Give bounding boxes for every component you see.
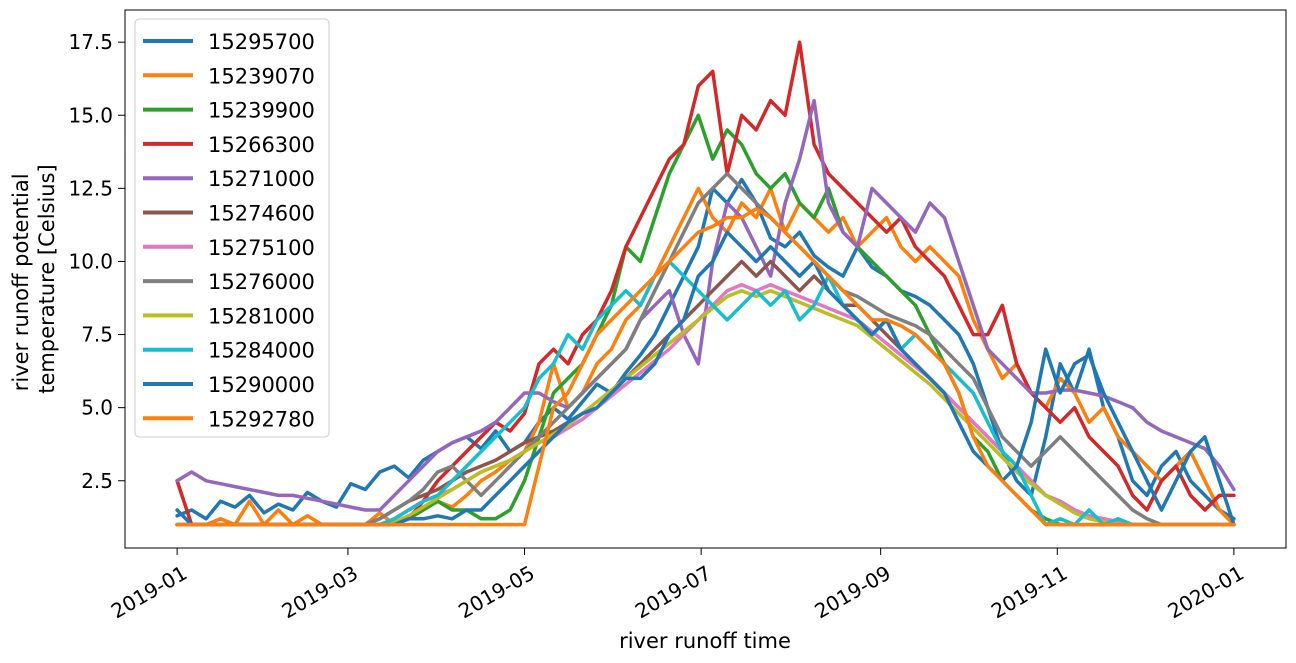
legend-label: 15239900 xyxy=(208,99,315,123)
y-axis: 2.5 5.0 7.5 10.0 12.5 15.0 17.5 xyxy=(68,30,125,493)
legend: 15295700 15239070 15239900 15266300 15271000… xyxy=(134,18,330,438)
legend-label: 15295700 xyxy=(208,30,315,54)
x-axis: 2019-01 2019-03 2019-05 2019-07 2019-09 2019-… xyxy=(107,548,1248,623)
legend-label: 15239070 xyxy=(208,64,315,88)
series-line-15292780 xyxy=(175,207,1236,527)
y-tick-label: 5.0 xyxy=(81,396,113,420)
legend-label: 15274600 xyxy=(208,202,315,226)
legend-label: 15271000 xyxy=(208,167,315,191)
y-axis-title-line-2: temperature [Celsius] xyxy=(35,164,59,394)
x-tick-label: 2020-01 xyxy=(1164,561,1248,624)
y-tick-label: 7.5 xyxy=(81,323,113,347)
legend-label: 15275100 xyxy=(208,236,315,260)
y-tick-label: 12.5 xyxy=(68,176,113,200)
legend-label: 15266300 xyxy=(208,133,315,157)
x-tick-label: 2019-03 xyxy=(278,561,362,624)
x-tick-label: 2019-11 xyxy=(987,561,1071,624)
x-tick-label: 2019-05 xyxy=(454,561,538,624)
y-tick-label: 15.0 xyxy=(68,103,113,127)
plot-frame xyxy=(124,9,1287,549)
legend-label: 15281000 xyxy=(208,304,315,328)
legend-label: 15290000 xyxy=(208,373,315,397)
x-tick-label: 2019-07 xyxy=(631,561,715,624)
y-axis-title-line-1: river runoff potential xyxy=(9,173,33,391)
series-layer xyxy=(175,40,1236,527)
legend-box xyxy=(134,18,330,438)
legend-label: 15284000 xyxy=(208,339,315,363)
x-axis-title: river runoff time xyxy=(619,629,791,653)
x-tick-label: 2019-09 xyxy=(810,561,894,624)
y-tick-label: 2.5 xyxy=(81,469,113,493)
y-tick-label: 10.0 xyxy=(68,249,113,273)
y-tick-label: 17.5 xyxy=(68,30,113,54)
legend-label: 15292780 xyxy=(208,407,315,431)
legend-label: 15276000 xyxy=(208,270,315,294)
series-line-15295700 xyxy=(175,177,1236,521)
x-tick-label: 2019-01 xyxy=(107,561,191,624)
y-axis-title: river runoff potential temperature [Cels… xyxy=(9,164,59,394)
